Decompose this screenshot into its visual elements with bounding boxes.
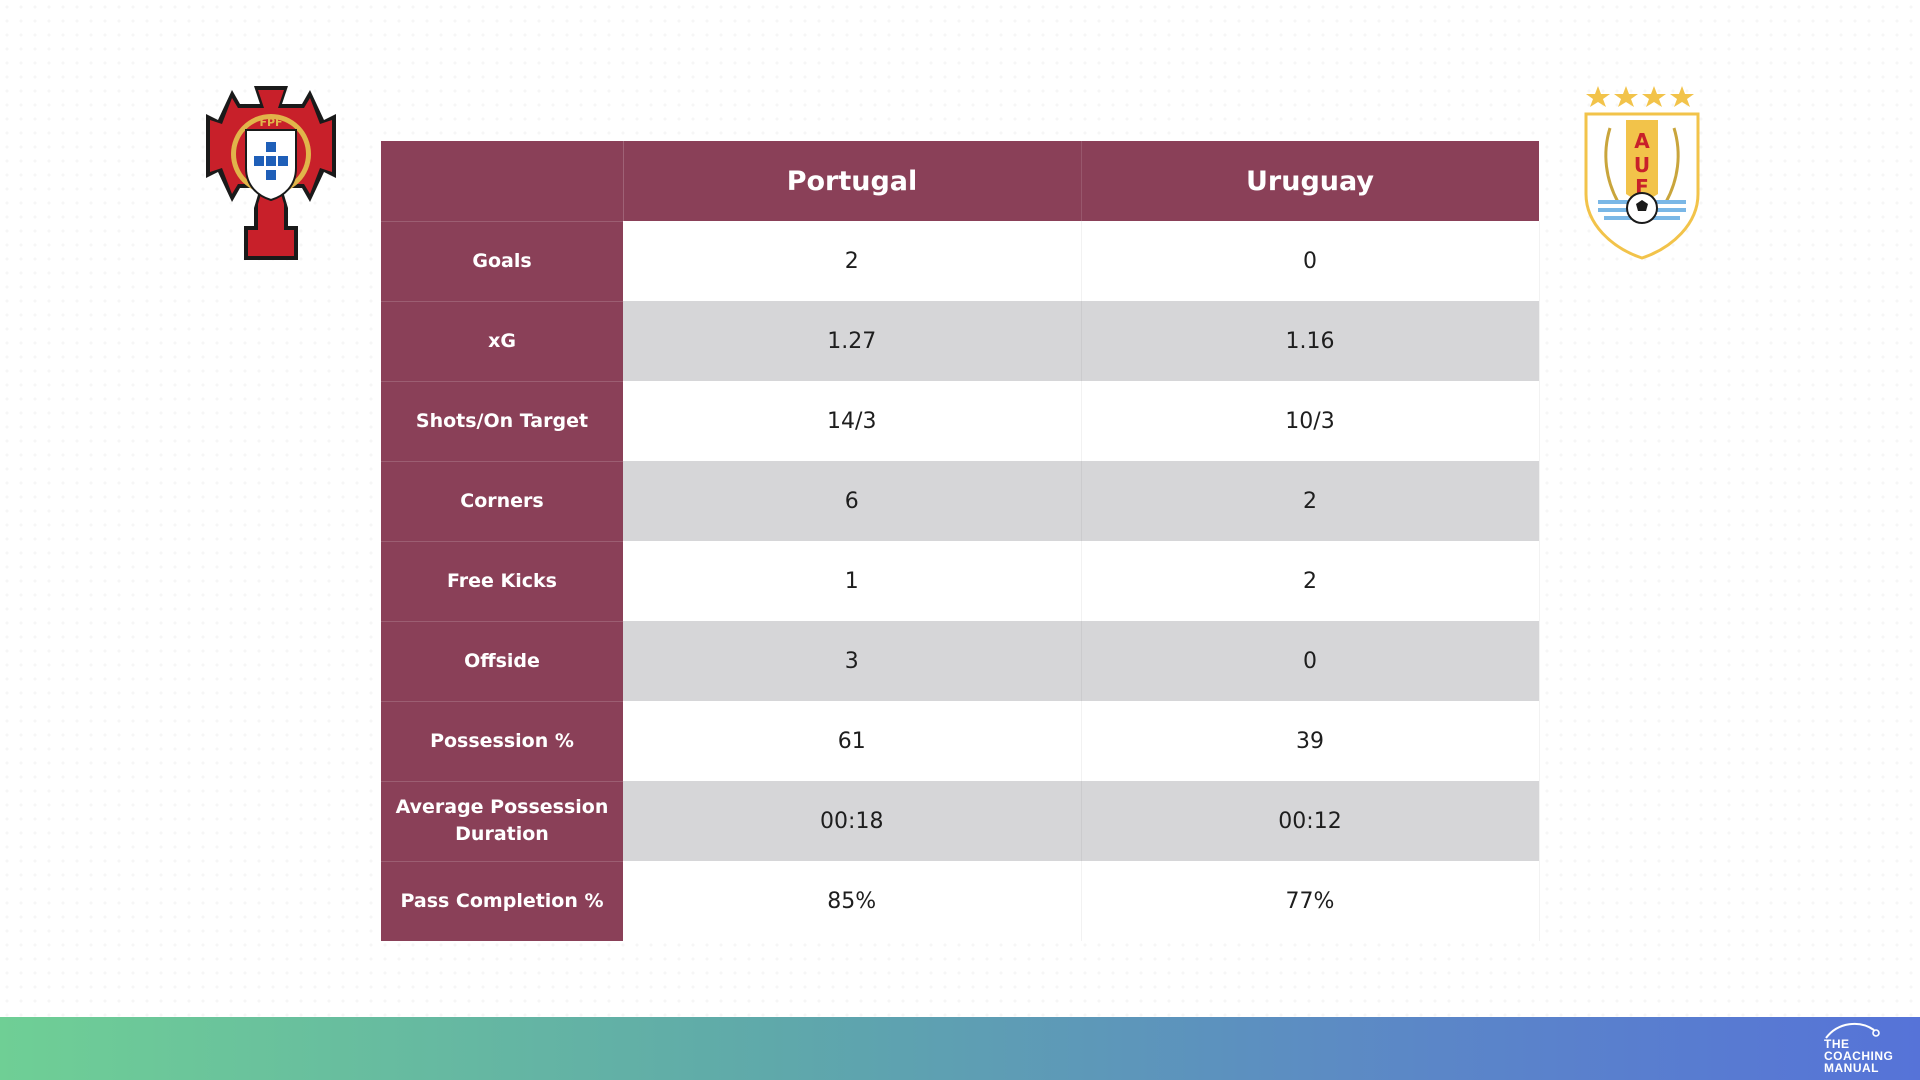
table-header-row: Portugal Uruguay xyxy=(381,141,1540,221)
header-away-team: Uruguay xyxy=(1081,141,1540,221)
home-value: 3 xyxy=(623,621,1082,701)
brand-line-manual: MANUAL xyxy=(1824,1061,1879,1075)
table-row: xG 1.27 1.16 xyxy=(381,300,1540,381)
brand-line-coaching: COACHING xyxy=(1824,1049,1894,1063)
table-row: Free Kicks 1 2 xyxy=(381,540,1540,621)
away-value: 77% xyxy=(1081,861,1540,941)
stat-label: Offside xyxy=(381,620,623,701)
away-value: 00:12 xyxy=(1081,781,1540,861)
away-value: 2 xyxy=(1081,461,1540,541)
table-row: Offside 3 0 xyxy=(381,620,1540,701)
stat-label: xG xyxy=(381,300,623,381)
home-value: 85% xyxy=(623,861,1082,941)
stat-label: Pass Completion % xyxy=(381,860,623,941)
crest-letter-u: U xyxy=(1634,153,1650,177)
stat-label: Free Kicks xyxy=(381,540,623,621)
home-value: 6 xyxy=(623,461,1082,541)
away-value: 0 xyxy=(1081,221,1540,301)
header-corner-cell xyxy=(381,141,624,221)
coaching-manual-logo: THE COACHING MANUAL xyxy=(1818,1022,1908,1075)
portugal-crest-icon: FPF xyxy=(206,86,336,260)
home-value: 61 xyxy=(623,701,1082,781)
header-home-team: Portugal xyxy=(623,141,1082,221)
stat-label: Shots/On Target xyxy=(381,380,623,461)
crest-letter-a: A xyxy=(1634,129,1650,153)
stat-label: Average Possession Duration xyxy=(381,780,623,861)
ball-arc-icon xyxy=(1825,1022,1880,1039)
away-value: 10/3 xyxy=(1081,381,1540,461)
home-value: 2 xyxy=(623,221,1082,301)
home-value: 14/3 xyxy=(623,381,1082,461)
home-value: 00:18 xyxy=(623,781,1082,861)
stat-label: Possession % xyxy=(381,700,623,781)
stat-label: Corners xyxy=(381,460,623,541)
table-row: Average Possession Duration 00:18 00:12 xyxy=(381,780,1540,861)
home-value: 1.27 xyxy=(623,301,1082,381)
table-row: Possession % 61 39 xyxy=(381,700,1540,781)
away-value: 39 xyxy=(1081,701,1540,781)
brand-line-the: THE xyxy=(1824,1037,1850,1051)
match-stats-table: Portugal Uruguay Goals 2 0 xG 1.27 1.16 … xyxy=(381,141,1540,941)
uruguay-crest-icon: A U F xyxy=(1584,86,1700,260)
away-value: 2 xyxy=(1081,541,1540,621)
table-row: Corners 6 2 xyxy=(381,460,1540,541)
table-row: Shots/On Target 14/3 10/3 xyxy=(381,380,1540,461)
stat-label: Goals xyxy=(381,220,623,301)
footer-gradient-bar xyxy=(0,1017,1920,1080)
away-value: 0 xyxy=(1081,621,1540,701)
home-value: 1 xyxy=(623,541,1082,621)
away-value: 1.16 xyxy=(1081,301,1540,381)
table-row: Pass Completion % 85% 77% xyxy=(381,860,1540,941)
crest-letters: FPF xyxy=(259,116,282,129)
table-row: Goals 2 0 xyxy=(381,220,1540,301)
